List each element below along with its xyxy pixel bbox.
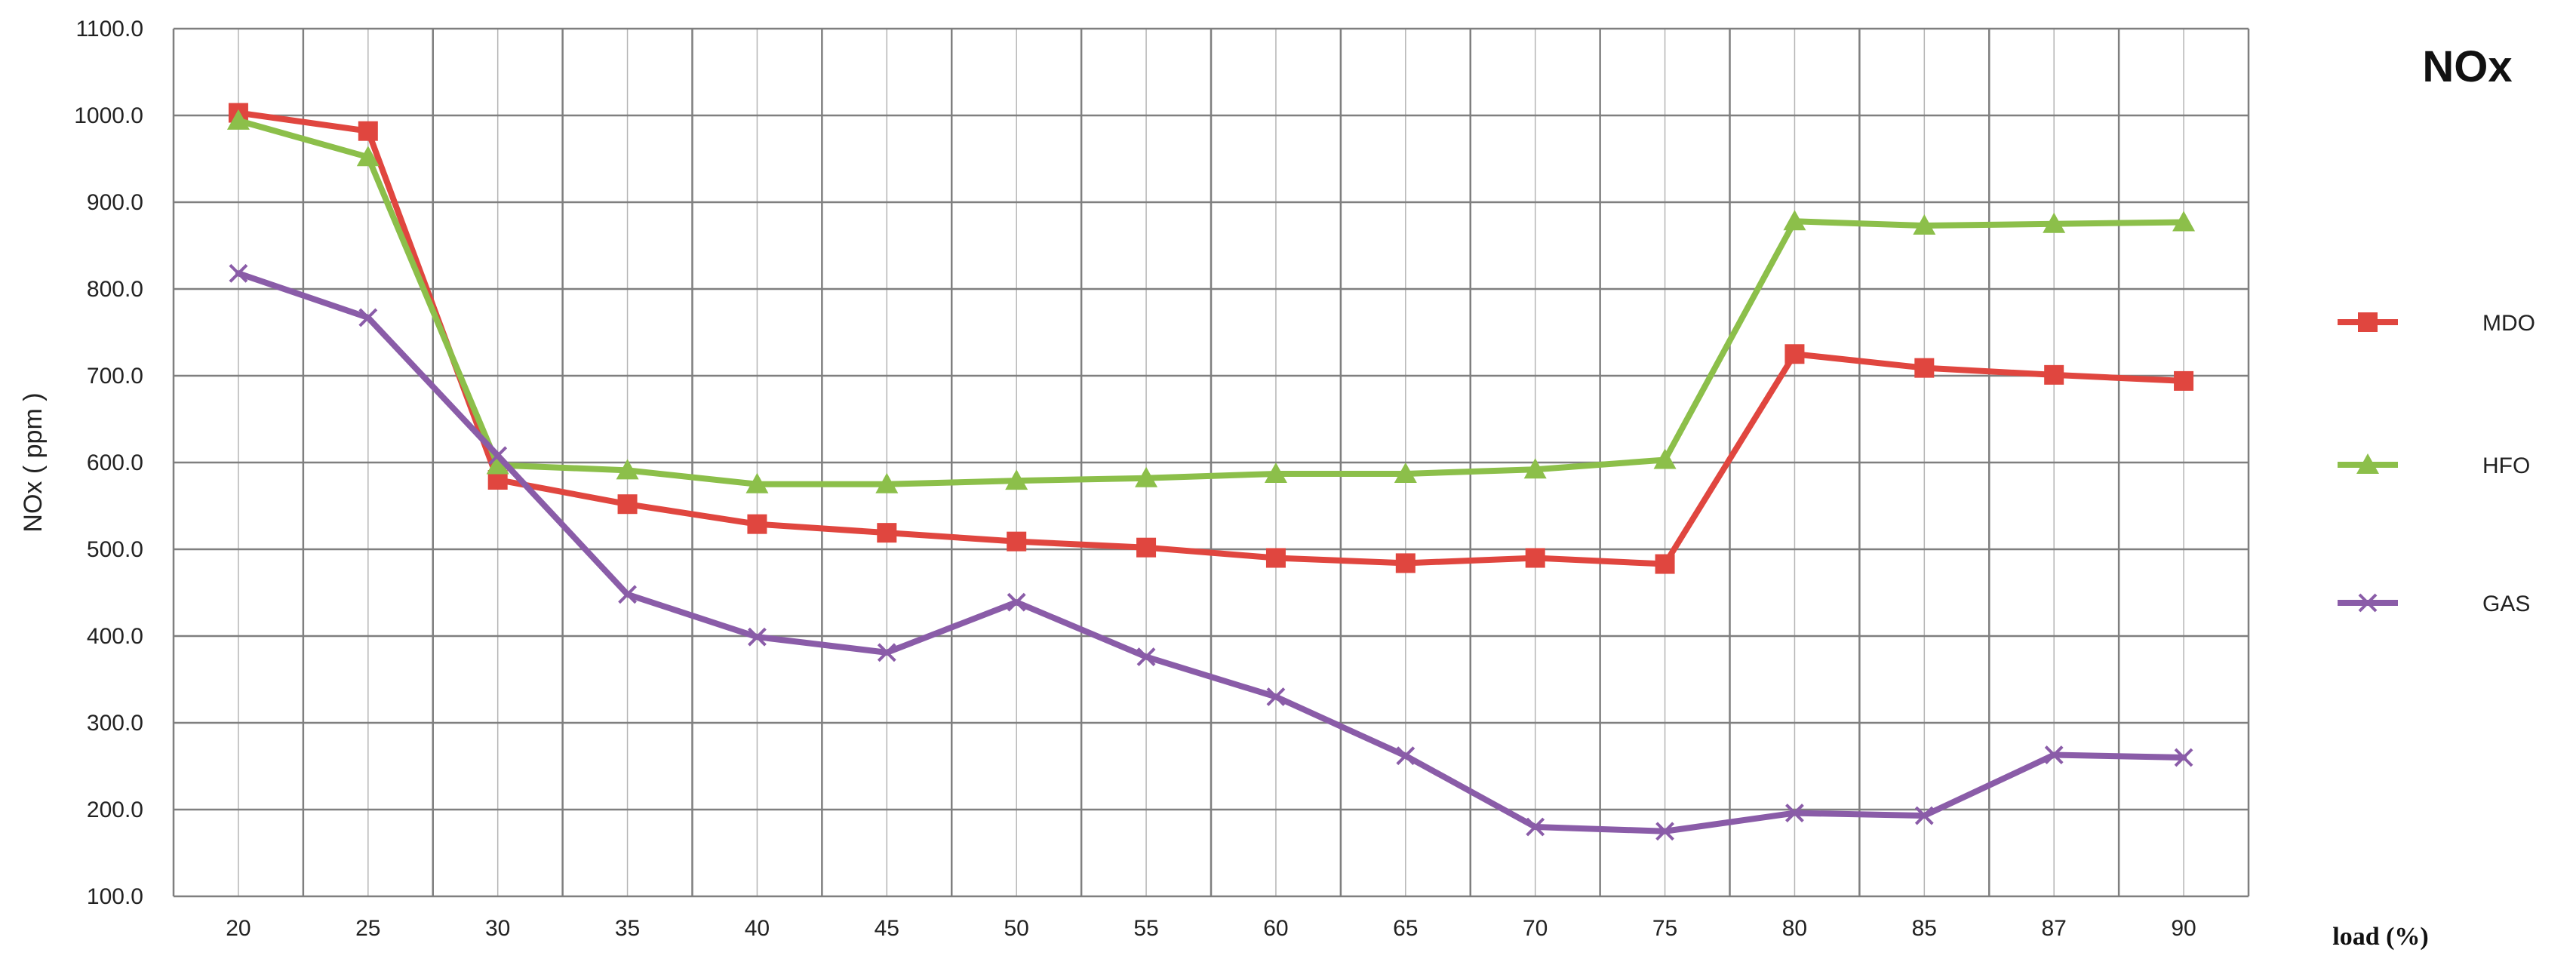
data-point-gas [1526,817,1545,837]
series-line-mdo [235,109,2187,567]
data-point-gas [1914,806,1934,825]
x-tick-label: 25 [355,916,380,941]
legend-marker [2358,312,2378,332]
data-point-gas [2044,745,2064,764]
data-point-gas [1396,746,1416,766]
data-point-gas [1655,822,1674,841]
legend-marker [2356,453,2379,474]
x-tick-label: 30 [485,916,510,941]
y-tick-label: 800.0 [87,277,143,302]
legend-item-gas: GAS [2338,592,2530,616]
data-point-mdo [1525,548,1545,568]
data-point-hfo [486,453,509,475]
legend-label: HFO [2482,453,2530,478]
x-tick-label: 80 [1782,916,1807,941]
data-point-gas [1136,647,1156,667]
chart-title: NOx [2422,42,2512,91]
series-line-gas [235,270,2187,834]
data-point-hfo [1135,466,1158,487]
x-tick-label: 85 [1912,916,1937,941]
data-point-gas [229,263,248,283]
legend: MDO HFO GAS [2338,311,2535,616]
x-tick-label: 50 [1004,916,1029,941]
data-point-hfo [1005,469,1028,490]
data-point-mdo [2174,370,2194,391]
y-tick-label: 900.0 [87,190,143,215]
data-point-mdo [358,121,378,141]
y-tick-label: 1100.0 [75,17,143,41]
x-tick-label: 70 [1523,916,1548,941]
data-point-mdo [1395,553,1416,573]
legend-label: GAS [2482,592,2530,616]
data-point-mdo [1136,537,1157,558]
data-point-gas [1007,592,1026,612]
x-tick-label: 35 [615,916,640,941]
gridlines [172,27,2250,898]
data-point-hfo [1653,448,1677,469]
x-tick-label: 40 [745,916,770,941]
data-point-mdo [1265,548,1286,568]
data-point-hfo [1394,462,1417,483]
data-point-hfo [1264,462,1287,483]
x-tick-label: 60 [1263,916,1288,941]
legend-item-mdo: MDO [2338,311,2535,336]
data-point-mdo [747,514,767,534]
data-point-mdo [2044,364,2064,385]
legend-item-hfo: HFO [2338,453,2530,478]
data-point-hfo [1913,214,1936,235]
data-point-hfo [226,109,250,130]
data-point-hfo [1523,458,1547,479]
data-point-mdo [617,494,638,515]
x-tick-label: 20 [226,916,251,941]
y-tick-label: 700.0 [87,364,143,389]
y-tick-label: 600.0 [87,450,143,475]
data-point-hfo [356,146,380,167]
y-tick-label: 1000.0 [74,103,143,128]
x-tick-label: 75 [1652,916,1677,941]
data-point-gas [2174,748,2193,767]
x-axis-ticks: 20 25 30 35 40 45 50 55 60 65 70 75 80 85 87 90 [226,916,2196,941]
data-point-gas [1266,687,1286,706]
x-tick-label: 55 [1133,916,1158,941]
data-point-mdo [1007,531,1027,552]
data-point-hfo [616,459,639,480]
y-tick-label: 200.0 [87,798,143,822]
data-point-gas [877,643,896,662]
data-point-mdo [877,523,897,543]
series-line-hfo [235,117,2187,487]
series-hfo [226,109,2196,493]
series-mdo [228,103,2194,574]
data-point-hfo [875,472,899,493]
y-tick-label: 300.0 [87,711,143,736]
data-point-hfo [1783,210,1806,231]
legend-marker [2358,593,2378,613]
data-point-hfo [2172,211,2196,232]
y-tick-label: 400.0 [87,624,143,649]
data-point-hfo [2043,212,2066,233]
data-point-hfo [745,472,769,493]
series-gas [229,263,2193,841]
y-axis-title: NOx ( ppm ) [19,392,48,532]
data-point-gas [488,446,508,466]
data-point-gas [358,308,378,327]
data-point-gas [748,627,767,647]
data-point-gas [618,585,637,604]
data-point-mdo [1655,554,1675,574]
legend-label: MDO [2482,311,2535,336]
data-point-mdo [1914,358,1935,378]
y-axis-ticks: 100.0 200.0 300.0 400.0 500.0 600.0 700.0 800.0… [74,17,143,909]
x-tick-label: 90 [2171,916,2196,941]
x-tick-label: 87 [2042,916,2067,941]
data-point-gas [1785,804,1804,823]
x-tick-label: 45 [875,916,899,941]
x-tick-label: 65 [1393,916,1418,941]
y-tick-label: 100.0 [87,884,143,909]
x-axis-title: load (%) [2332,923,2429,951]
y-tick-label: 500.0 [87,537,143,562]
data-point-mdo [1784,344,1805,364]
series-group [226,103,2196,841]
